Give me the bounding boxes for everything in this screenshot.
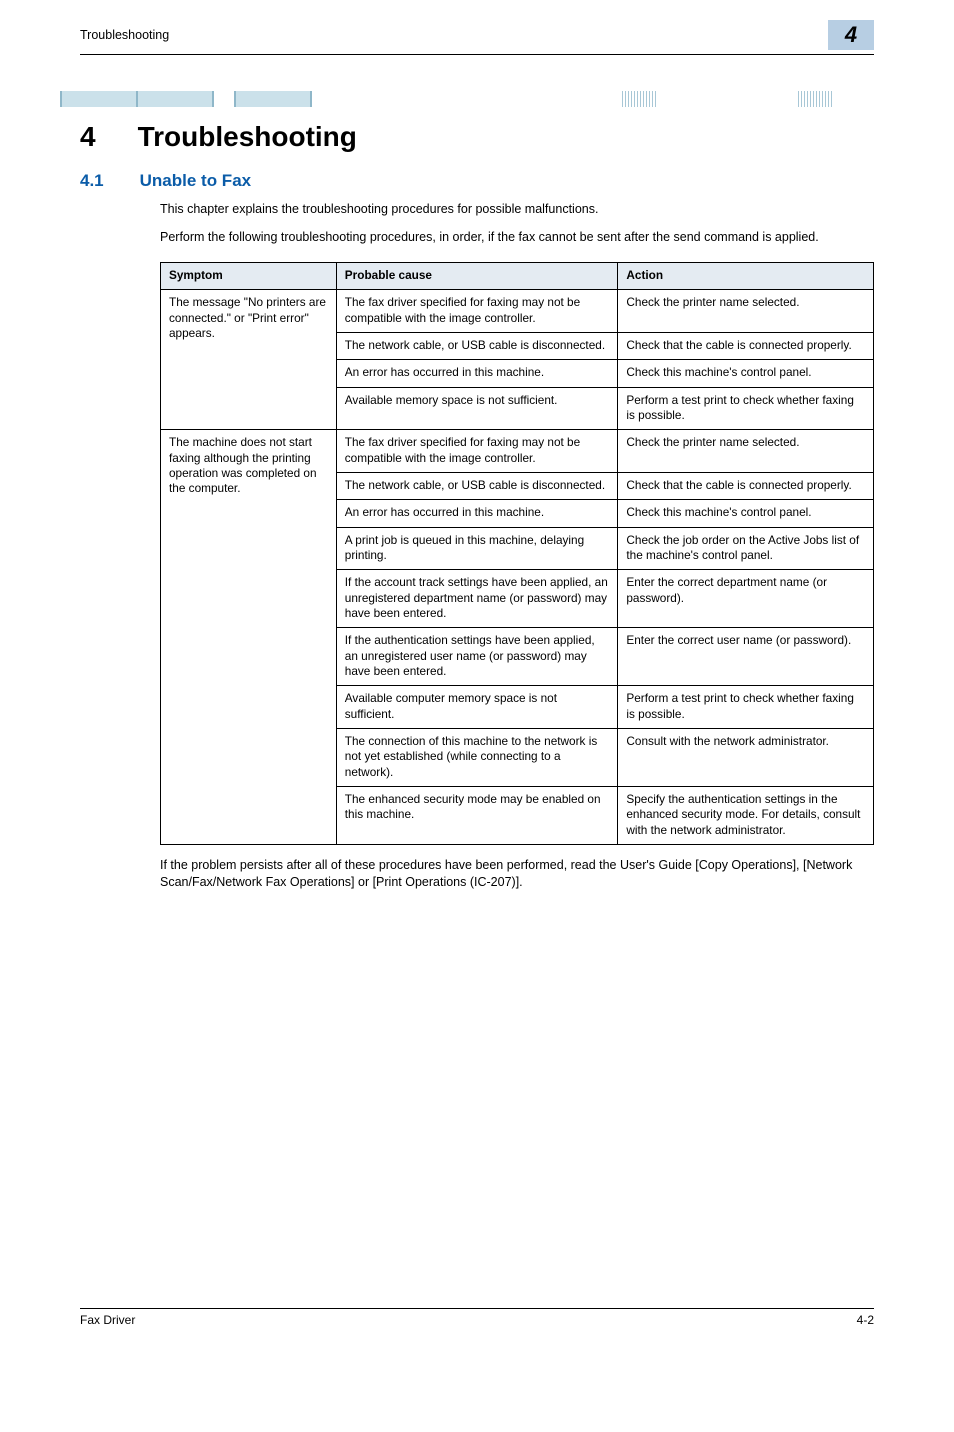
cause-cell: The connection of this machine to the ne… <box>336 728 618 786</box>
cause-cell: The network cable, or USB cable is disco… <box>336 472 618 499</box>
section-heading-number: 4.1 <box>80 171 104 191</box>
action-cell: Check the printer name selected. <box>618 430 874 473</box>
cause-cell: The fax driver specified for faxing may … <box>336 430 618 473</box>
action-cell: Consult with the network administrator. <box>618 728 874 786</box>
col-header-symptom: Symptom <box>161 263 337 290</box>
closing-paragraph: If the problem persists after all of the… <box>160 857 874 892</box>
action-cell: Check the job order on the Active Jobs l… <box>618 527 874 570</box>
cause-cell: An error has occurred in this machine. <box>336 360 618 387</box>
footer-left: Fax Driver <box>80 1313 135 1327</box>
header-rule <box>80 54 874 55</box>
action-cell: Check the printer name selected. <box>618 290 874 333</box>
running-title: Troubleshooting <box>80 20 169 42</box>
troubleshooting-table: Symptom Probable cause Action The messag… <box>160 262 874 845</box>
cause-cell: The enhanced security mode may be enable… <box>336 786 618 844</box>
cause-cell: Available computer memory space is not s… <box>336 686 618 729</box>
section-heading: 4.1 Unable to Fax <box>80 171 874 191</box>
chapter-heading-text: Troubleshooting <box>138 121 357 153</box>
intro-paragraph-2: Perform the following troubleshooting pr… <box>160 229 874 247</box>
table-header-row: Symptom Probable cause Action <box>161 263 874 290</box>
action-cell: Enter the correct user name (or password… <box>618 628 874 686</box>
col-header-action: Action <box>618 263 874 290</box>
cause-cell: A print job is queued in this machine, d… <box>336 527 618 570</box>
action-cell: Perform a test print to check whether fa… <box>618 387 874 430</box>
section-heading-text: Unable to Fax <box>140 171 251 191</box>
chapter-badge: 4 <box>828 20 874 50</box>
col-header-cause: Probable cause <box>336 263 618 290</box>
cause-cell: The fax driver specified for faxing may … <box>336 290 618 333</box>
cause-cell: Available memory space is not sufficient… <box>336 387 618 430</box>
page-header: Troubleshooting 4 <box>0 0 954 50</box>
symptom-cell: The machine does not start faxing althou… <box>161 430 337 845</box>
decorative-stripe <box>60 91 894 107</box>
page: Troubleshooting 4 4 Troubleshooting 4.1 … <box>0 0 954 1432</box>
action-cell: Perform a test print to check whether fa… <box>618 686 874 729</box>
table-row: The message "No printers are connected."… <box>161 290 874 333</box>
chapter-heading-number: 4 <box>80 121 96 153</box>
page-footer: Fax Driver 4-2 <box>0 1302 954 1351</box>
cause-cell: An error has occurred in this machine. <box>336 500 618 527</box>
action-cell: Specify the authentication settings in t… <box>618 786 874 844</box>
action-cell: Check this machine's control panel. <box>618 500 874 527</box>
action-cell: Check that the cable is connected proper… <box>618 332 874 359</box>
action-cell: Check this machine's control panel. <box>618 360 874 387</box>
cause-cell: If the account track settings have been … <box>336 570 618 628</box>
symptom-cell: The message "No printers are connected."… <box>161 290 337 430</box>
cause-cell: The network cable, or USB cable is disco… <box>336 332 618 359</box>
footer-rule <box>80 1308 874 1309</box>
action-cell: Enter the correct department name (or pa… <box>618 570 874 628</box>
footer-right: 4-2 <box>857 1313 874 1327</box>
chapter-heading: 4 Troubleshooting <box>80 121 874 153</box>
cause-cell: If the authentication settings have been… <box>336 628 618 686</box>
action-cell: Check that the cable is connected proper… <box>618 472 874 499</box>
table-row: The machine does not start faxing althou… <box>161 430 874 473</box>
intro-paragraph-1: This chapter explains the troubleshootin… <box>160 201 874 219</box>
content-area: 4 Troubleshooting 4.1 Unable to Fax This… <box>0 121 954 892</box>
